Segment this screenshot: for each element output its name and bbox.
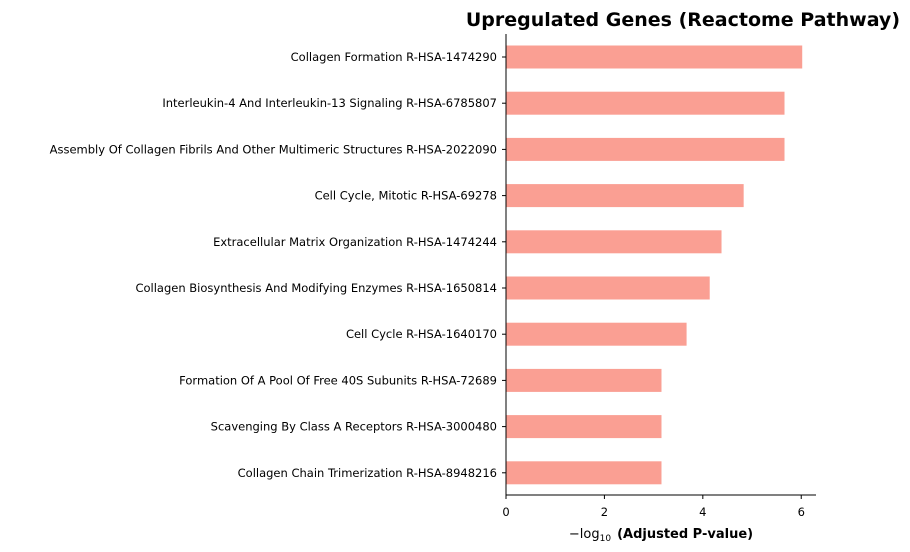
bar-1	[506, 45, 803, 69]
x-tick-label-4: 6	[798, 505, 805, 519]
category-label-9: Scavenging By Class A Receptors R-HSA-30…	[211, 420, 497, 434]
x-axis-label-main: (Adjusted P-value)	[617, 527, 753, 542]
x-tick-label-1: 0	[502, 505, 509, 519]
bar-6	[506, 276, 710, 300]
x-tick-label-3: 4	[699, 505, 706, 519]
bar-3	[506, 137, 785, 161]
x-axis-ticks: 0 2 4 6	[502, 495, 805, 519]
category-label-6: Collagen Biosynthesis And Modifying Enzy…	[135, 281, 497, 295]
bar-9	[506, 415, 662, 439]
x-axis-label-subscript: 10	[600, 534, 612, 544]
bar-5	[506, 230, 722, 254]
chart-title: Upregulated Genes (Reactome Pathway)	[466, 9, 900, 31]
category-label-4: Cell Cycle, Mitotic R-HSA-69278	[315, 189, 497, 203]
x-tick-label-2: 2	[601, 505, 608, 519]
category-label-3: Assembly Of Collagen Fibrils And Other M…	[50, 142, 497, 156]
category-label-5: Extracellular Matrix Organization R-HSA-…	[213, 235, 497, 249]
bar-4	[506, 184, 744, 208]
category-label-8: Formation Of A Pool Of Free 40S Subunits…	[179, 373, 497, 387]
bar-2	[506, 91, 785, 115]
x-axis-label: −log10 (Adjusted P-value)	[569, 527, 753, 544]
category-label-10: Collagen Chain Trimerization R-HSA-89482…	[238, 466, 497, 480]
bar-10	[506, 461, 662, 485]
bar-7	[506, 322, 687, 346]
bars-group	[506, 45, 803, 485]
category-labels: Collagen Formation R-HSA-1474290 Interleu…	[50, 50, 506, 480]
category-label-7: Cell Cycle R-HSA-1640170	[346, 327, 497, 341]
bar-8	[506, 368, 662, 392]
x-axis-label-prefix: −log	[569, 527, 600, 542]
category-label-2: Interleukin-4 And Interleukin-13 Signali…	[162, 96, 497, 110]
category-label-1: Collagen Formation R-HSA-1474290	[291, 50, 497, 64]
